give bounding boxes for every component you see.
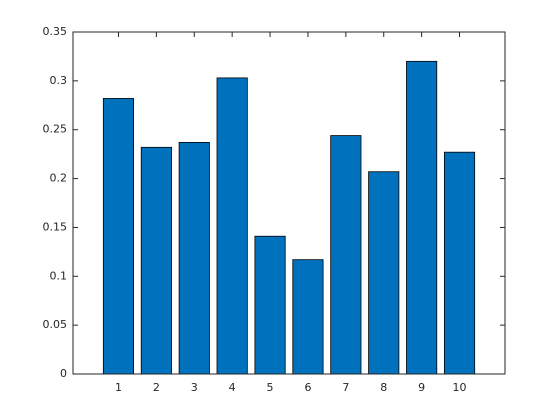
y-tick-label: 0.1 xyxy=(50,269,68,282)
y-tick-label: 0.05 xyxy=(43,318,68,331)
y-tick-label: 0 xyxy=(60,367,67,380)
y-tick-label: 0.15 xyxy=(43,220,68,233)
y-tick-label: 0.2 xyxy=(50,172,68,185)
y-tick-label: 0.25 xyxy=(43,123,68,136)
bar xyxy=(330,135,362,375)
bar xyxy=(178,142,210,375)
x-tick-label: 2 xyxy=(153,381,160,394)
y-tick-label: 0.3 xyxy=(50,74,68,87)
bar xyxy=(216,77,248,375)
x-tick-label: 9 xyxy=(418,381,425,394)
bar xyxy=(140,146,172,375)
bar xyxy=(406,60,438,375)
x-tick-label: 1 xyxy=(115,381,122,394)
axes-box xyxy=(72,31,506,375)
x-tick-label: 3 xyxy=(191,381,198,394)
y-tick-label: 0.35 xyxy=(43,25,68,38)
x-tick-label: 10 xyxy=(453,381,467,394)
bar xyxy=(292,259,324,375)
x-tick-label: 8 xyxy=(380,381,387,394)
bar xyxy=(102,98,135,375)
x-tick-label: 7 xyxy=(342,381,349,394)
bar xyxy=(443,151,476,375)
bar xyxy=(368,171,400,375)
x-tick-label: 4 xyxy=(229,381,236,394)
bar xyxy=(254,235,286,375)
x-tick-label: 5 xyxy=(267,381,274,394)
x-tick-label: 6 xyxy=(304,381,311,394)
